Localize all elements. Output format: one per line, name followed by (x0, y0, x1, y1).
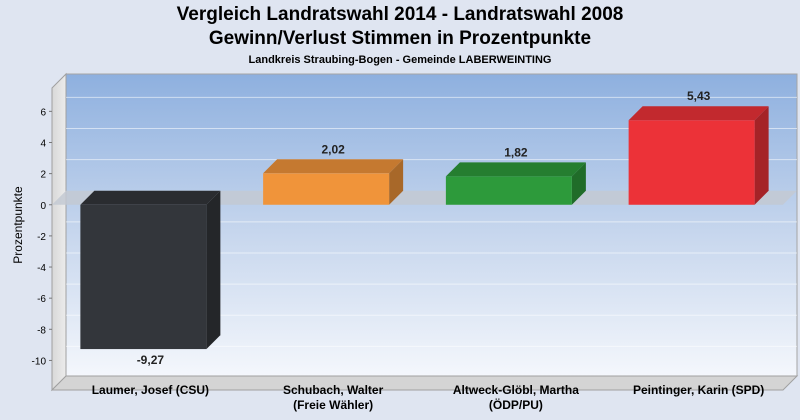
x-tick-label: Laumer, Josef (CSU) (92, 383, 209, 397)
x-tick-label: (Freie Wähler) (293, 398, 373, 412)
floor (50, 375, 799, 391)
data-label: -9,27 (137, 353, 165, 367)
bar (628, 120, 755, 205)
data-label: 1,82 (504, 145, 528, 159)
bar-side (571, 162, 586, 205)
data-label: 2,02 (321, 142, 345, 156)
x-tick-label: Peintinger, Karin (SPD) (633, 383, 764, 397)
bar-top (628, 106, 769, 121)
y-tick-label: -8 (37, 325, 46, 336)
chart-subtitle: Gewinn/Verlust Stimmen in Prozentpunkte (208, 28, 592, 49)
y-tick-label: -10 (32, 356, 47, 367)
bar-side (754, 106, 769, 205)
bar-side (206, 190, 221, 350)
bar-top (445, 162, 586, 177)
bar (445, 176, 572, 205)
bar (263, 173, 390, 205)
x-tick-label: (ÖDP/PU) (489, 397, 543, 412)
bar (80, 204, 207, 350)
chart-title: Vergleich Landratswahl 2014 - Landratswa… (176, 4, 624, 25)
x-tick-label: Schubach, Walter (283, 383, 384, 397)
y-tick-label: -6 (37, 294, 46, 305)
chart-caption: Landkreis Straubing-Bogen - Gemeinde LAB… (248, 54, 552, 66)
left-wall (51, 72, 67, 392)
zero-plane (52, 190, 797, 205)
bar-top (263, 159, 404, 174)
y-tick-label: 0 (40, 201, 46, 212)
bar-side (389, 159, 404, 205)
y-tick-label: -2 (37, 232, 46, 243)
y-tick-label: 4 (40, 138, 46, 149)
x-tick-label: Altweck-Glöbl, Martha (453, 383, 579, 397)
y-tick-label: 6 (40, 107, 46, 118)
data-label: 5,43 (687, 89, 711, 103)
bar-top (80, 190, 221, 205)
y-tick-label: 2 (40, 170, 46, 181)
y-tick-label: -4 (37, 263, 46, 274)
